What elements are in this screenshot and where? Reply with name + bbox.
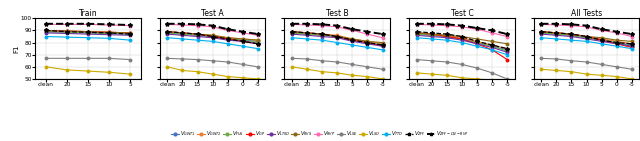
Legend: $V_{GWT1}$, $V_{GWT2}$, $V_{FUS}$, $V_{GP}$, $V_{LTSO}$, $V_{RVS}$, $V_{RVP}$, $: $V_{GWT1}$, $V_{GWT2}$, $V_{FUS}$, $V_{G… [171, 130, 469, 138]
Title: Train: Train [79, 9, 97, 18]
Title: Test C: Test C [451, 9, 474, 18]
Title: Test B: Test B [326, 9, 349, 18]
Title: All Tests: All Tests [571, 9, 602, 18]
Title: Test A: Test A [201, 9, 224, 18]
Y-axis label: F1: F1 [13, 44, 19, 53]
